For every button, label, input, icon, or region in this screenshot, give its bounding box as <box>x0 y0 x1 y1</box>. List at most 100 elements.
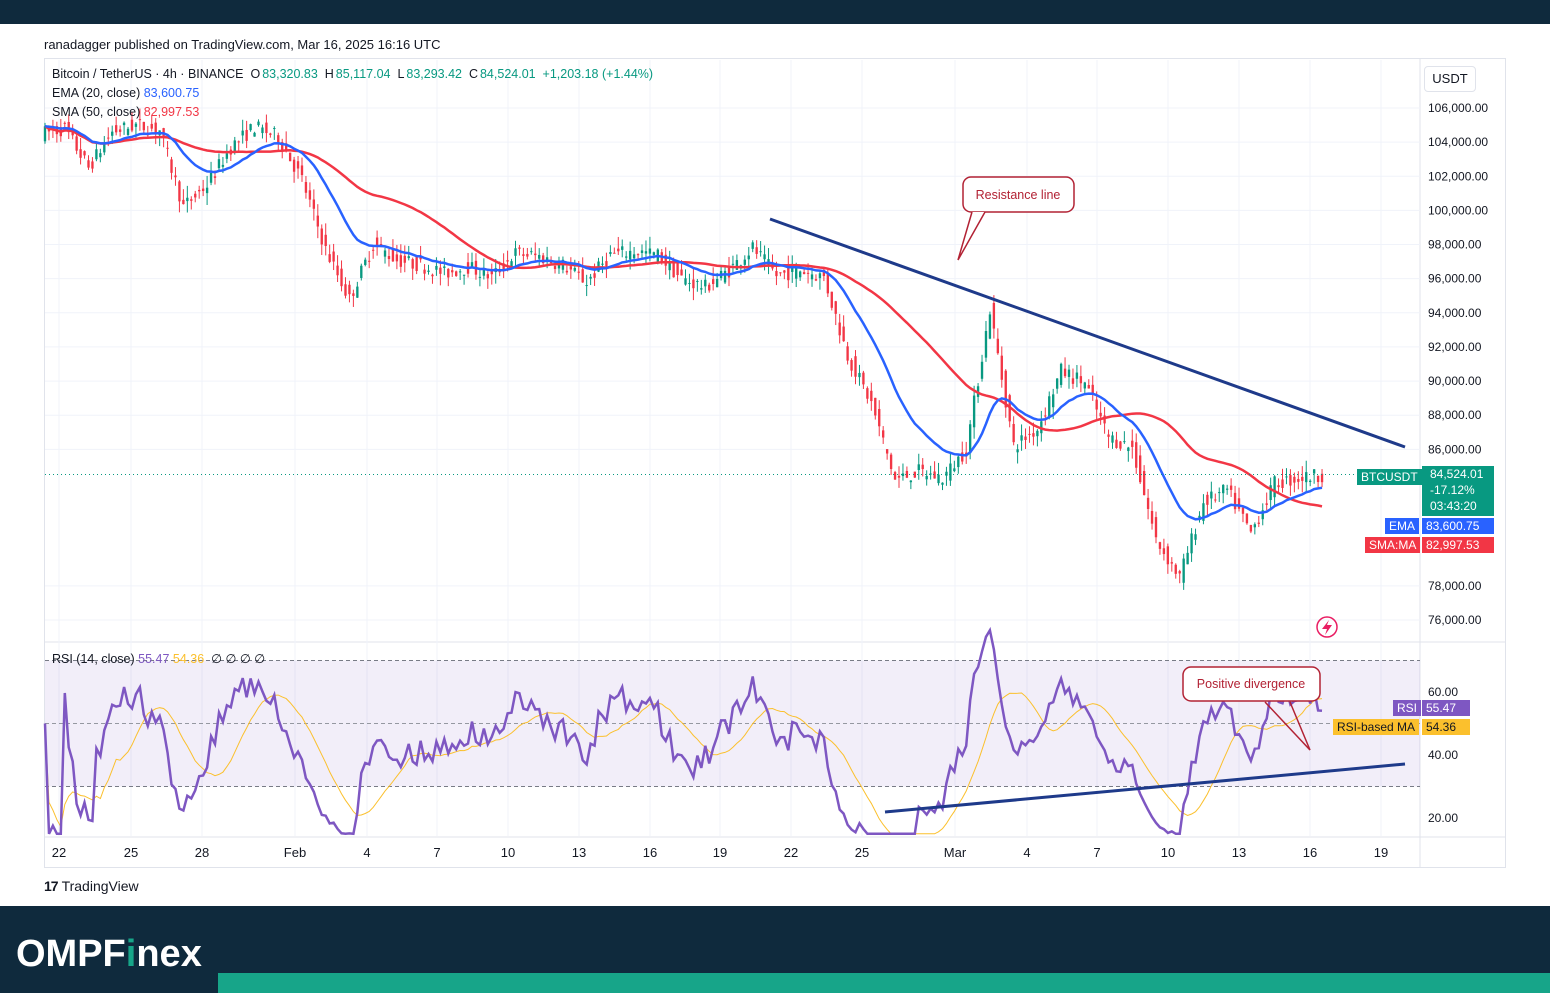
candle-body <box>530 251 533 253</box>
candle-body <box>968 424 972 454</box>
rsi-ma-tag-price: 54.36 <box>1422 719 1470 735</box>
candle-body <box>1036 430 1039 437</box>
candle-body <box>1210 491 1213 499</box>
price-tick-label: 88,000.00 <box>1428 408 1482 422</box>
candle-body <box>798 271 802 278</box>
price-tick-label: 106,000.00 <box>1428 101 1488 115</box>
candle-body <box>1115 439 1118 448</box>
tradingview-logo[interactable]: 17 TradingView <box>44 878 139 894</box>
candle-body <box>1055 378 1059 389</box>
candle-body <box>506 260 509 262</box>
symbol-header: Bitcoin / TetherUS · 4h · BINANCE O 83,32… <box>52 67 653 81</box>
candle-body <box>154 122 157 134</box>
candle-body <box>217 159 221 169</box>
time-tick-label: 4 <box>363 845 370 860</box>
time-tick-label: 22 <box>52 845 66 860</box>
price-tick-label: 96,000.00 <box>1428 272 1482 286</box>
candle-body <box>142 121 146 131</box>
rsi-legend[interactable]: RSI (14, close) 55.47 54.36 ∅ ∅ ∅ ∅ <box>52 651 265 666</box>
time-tick-label: 7 <box>1093 845 1100 860</box>
ema-legend-value: 83,600.75 <box>143 86 200 100</box>
candle-body <box>114 125 118 133</box>
candle-body <box>1032 433 1035 437</box>
candle-body <box>569 266 573 270</box>
candle-body <box>391 249 395 262</box>
candle-body <box>1261 510 1264 520</box>
candle-body <box>63 122 66 124</box>
candle-body <box>95 149 98 160</box>
candle-body <box>913 471 916 478</box>
rsi-legend-value: 55.47 <box>138 652 170 666</box>
divergence-callout-box <box>1182 666 1321 702</box>
candle-body <box>700 288 703 290</box>
candle-body <box>284 143 288 152</box>
candle-body <box>731 263 735 265</box>
candle-body <box>755 247 758 254</box>
candle-body <box>585 285 588 287</box>
candle-body <box>787 266 790 281</box>
candle-body <box>273 128 276 130</box>
candle-body <box>1059 363 1063 385</box>
candle-body <box>676 263 679 276</box>
candle-body <box>79 149 82 158</box>
candle-body <box>249 124 252 131</box>
candle-body <box>340 268 343 287</box>
candle-body <box>371 249 375 251</box>
candle-body <box>723 270 727 283</box>
candle-body <box>1320 473 1324 483</box>
rsi-ma-legend-value: 54.36 <box>172 652 205 666</box>
candle-body <box>1269 485 1272 501</box>
candle-body <box>1293 476 1296 483</box>
time-tick-label: 4 <box>1023 845 1030 860</box>
ema-legend[interactable]: EMA (20, close) 83,600.75 <box>52 86 199 100</box>
price-tick-label: 102,000.00 <box>1428 169 1488 183</box>
candle-body <box>945 471 948 476</box>
rsi-ma-line <box>44 692 1323 835</box>
candle-body <box>929 473 932 475</box>
candle-body <box>1237 498 1241 509</box>
currency-button[interactable]: USDT <box>1424 66 1476 92</box>
candle-body <box>711 279 715 285</box>
candle-body <box>534 253 537 256</box>
candle-body <box>783 270 786 273</box>
candle-body <box>1265 503 1268 505</box>
candle-body <box>328 254 331 262</box>
candle-body <box>1075 372 1079 379</box>
candle-body <box>415 256 418 271</box>
lightning-icon-bolt <box>1322 620 1332 635</box>
change-value: +1,203.18 (+1.44%) <box>542 67 654 81</box>
candle-body <box>1028 433 1031 435</box>
candle-body <box>1004 370 1007 408</box>
candle-body <box>1020 435 1023 441</box>
candle-body <box>715 278 719 288</box>
candle-body <box>233 140 236 152</box>
candle-body <box>458 271 462 273</box>
candle-body <box>1245 513 1249 524</box>
candle-body <box>1150 510 1154 524</box>
candle-body <box>332 251 335 262</box>
candle-body <box>1138 455 1142 483</box>
candle-body <box>1312 469 1316 474</box>
candle-body <box>747 255 750 260</box>
rsi-tag-label: RSI <box>1393 700 1422 716</box>
candle-body <box>593 273 596 278</box>
price-tick-label: 100,000.00 <box>1428 203 1488 217</box>
low-value: 83,293.42 <box>406 67 462 81</box>
candle-body <box>1233 492 1237 510</box>
candle-body <box>1225 488 1229 490</box>
candle-body <box>130 119 134 131</box>
sma-legend[interactable]: SMA (50, close) 82,997.53 <box>52 105 199 119</box>
candle-body <box>75 136 78 151</box>
candle-body <box>791 266 794 272</box>
ema-tag-price: 83,600.75 <box>1422 518 1494 534</box>
close-value: 84,524.01 <box>479 67 536 81</box>
candle-body <box>984 331 988 358</box>
candle-body <box>182 199 185 205</box>
candle-body <box>878 408 881 427</box>
candle-body <box>296 161 300 169</box>
candle-body <box>941 482 944 485</box>
candle-body <box>779 272 782 274</box>
rsi-extra-values: ∅ ∅ ∅ ∅ <box>211 652 266 666</box>
candle-body <box>490 269 493 275</box>
